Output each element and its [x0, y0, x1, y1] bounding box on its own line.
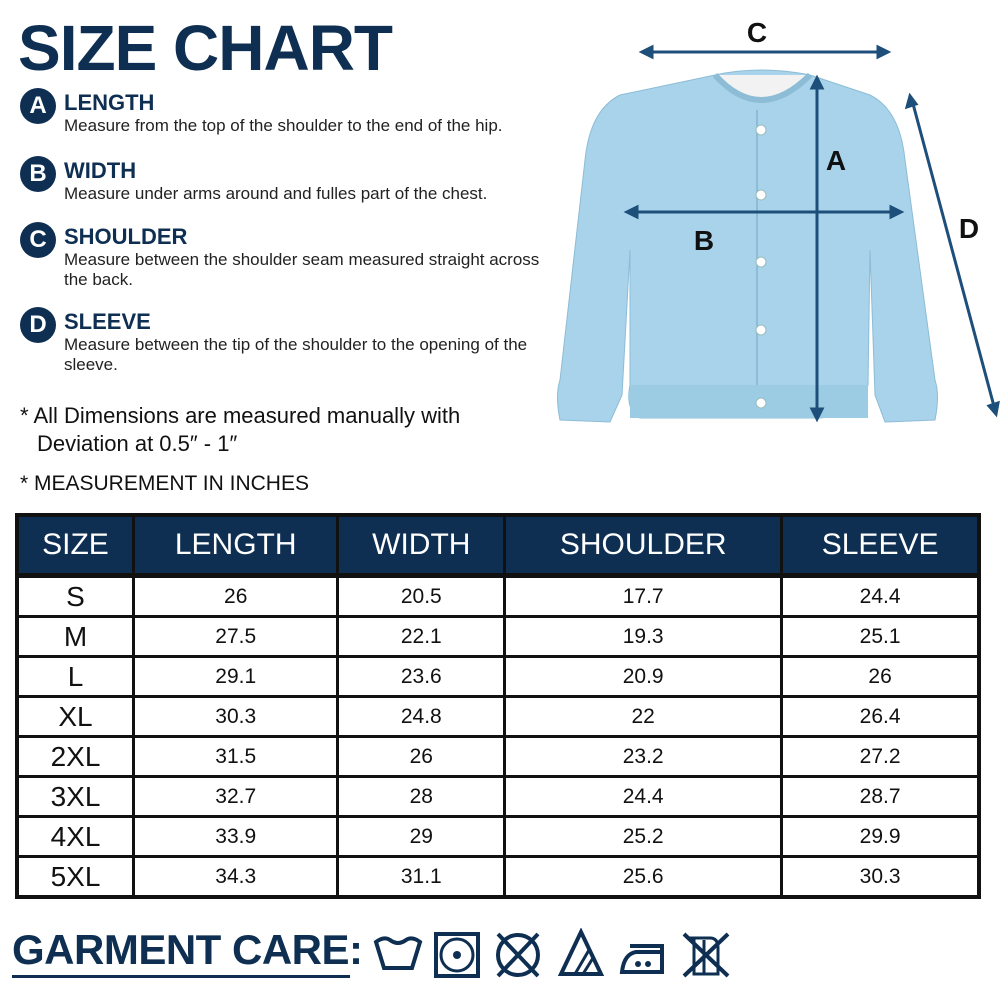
cell-size: 4XL	[15, 815, 135, 858]
measure-title: SLEEVE	[64, 309, 151, 334]
measure-sleeve: D SLEEVE Measure between the tip of the …	[20, 307, 580, 387]
deviation-note: * All Dimensions are measured manually w…	[20, 403, 461, 428]
cell-sleeve: 25.1	[780, 615, 981, 658]
cell-shoulder: 23.2	[503, 735, 784, 778]
measure-shoulder: C SHOULDER Measure between the shoulder …	[20, 222, 580, 302]
cell-width: 28	[336, 775, 507, 818]
cell-sleeve: 26	[780, 655, 981, 698]
page-title: SIZE CHART	[18, 12, 393, 84]
table-header-row: SIZE LENGTH WIDTH SHOULDER SLEEVE	[15, 513, 981, 578]
cell-size: 5XL	[15, 855, 135, 899]
table-row: 2XL 31.5 26 23.2 27.2	[15, 735, 981, 778]
cell-sleeve: 28.7	[780, 775, 981, 818]
header-shoulder: SHOULDER	[503, 513, 784, 578]
cell-sleeve: 27.2	[780, 735, 981, 778]
cell-width: 29	[336, 815, 507, 858]
cell-sleeve: 30.3	[780, 855, 981, 899]
bleach-non-chlorine-icon	[557, 928, 605, 976]
wash-basin-icon	[373, 936, 423, 970]
cell-size: 2XL	[15, 735, 135, 778]
units-note: * MEASUREMENT IN INCHES	[20, 472, 309, 495]
badge-c: C	[20, 222, 56, 258]
badge-d: D	[20, 307, 56, 343]
table-row: 3XL 32.7 28 24.4 28.7	[15, 775, 981, 818]
cell-shoulder: 25.2	[503, 815, 784, 858]
cell-sleeve: 26.4	[780, 695, 981, 738]
cell-size: L	[15, 655, 135, 698]
table-row: 5XL 34.3 31.1 25.6 30.3	[15, 855, 981, 899]
cell-length: 29.1	[131, 655, 340, 698]
table-row: S 26 20.5 17.7 24.4	[15, 574, 981, 618]
cell-width: 20.5	[336, 574, 507, 618]
sweater-diagram: C A B D	[557, 17, 1000, 423]
cell-size: 3XL	[15, 775, 135, 818]
do-not-wring-icon	[682, 932, 730, 978]
badge-b: B	[20, 156, 56, 192]
garment-care-underline	[12, 975, 350, 978]
table-row: L 29.1 23.6 20.9 26	[15, 655, 981, 698]
cell-sleeve: 24.4	[780, 574, 981, 618]
cell-shoulder: 22	[503, 695, 784, 738]
measure-title: WIDTH	[64, 158, 137, 183]
cell-size: S	[15, 574, 135, 618]
label-d: D	[959, 213, 979, 244]
table-row: M 27.5 22.1 19.3 25.1	[15, 615, 981, 658]
garment-care-label: GARMENT CARE:	[12, 926, 363, 973]
cell-length: 26	[131, 574, 340, 618]
cell-sleeve: 29.9	[780, 815, 981, 858]
cell-length: 27.5	[131, 615, 340, 658]
cell-length: 33.9	[131, 815, 340, 858]
header-sleeve: SLEEVE	[780, 513, 981, 578]
measure-desc: Measure under arms around and fulles par…	[64, 184, 488, 203]
cell-length: 32.7	[131, 775, 340, 818]
cell-shoulder: 17.7	[503, 574, 784, 618]
badge-a: A	[20, 88, 56, 124]
cell-length: 34.3	[131, 855, 340, 899]
sweater-illustration	[557, 69, 938, 423]
table-row: XL 30.3 24.8 22 26.4	[15, 695, 981, 738]
table-row: 4XL 33.9 29 25.2 29.9	[15, 815, 981, 858]
iron-medium-icon	[619, 944, 664, 974]
cell-width: 22.1	[336, 615, 507, 658]
cell-length: 30.3	[131, 695, 340, 738]
size-table: SIZE LENGTH WIDTH SHOULDER SLEEVE S 26 20.…	[15, 513, 981, 899]
cell-shoulder: 24.4	[503, 775, 784, 818]
cell-width: 23.6	[336, 655, 507, 698]
cell-width: 26	[336, 735, 507, 778]
label-b: B	[694, 225, 714, 256]
header-length: LENGTH	[131, 513, 340, 578]
label-a: A	[826, 145, 846, 176]
cell-size: M	[15, 615, 135, 658]
cell-shoulder: 25.6	[503, 855, 784, 899]
cell-shoulder: 20.9	[503, 655, 784, 698]
measure-title: SHOULDER	[64, 224, 188, 249]
cell-shoulder: 19.3	[503, 615, 784, 658]
deviation-note-2: Deviation at 0.5″ - 1″	[37, 431, 238, 456]
arrow-d	[910, 99, 997, 411]
cell-size: XL	[15, 695, 135, 738]
measure-width: B WIDTH Measure under arms around and fu…	[20, 156, 580, 216]
cell-length: 31.5	[131, 735, 340, 778]
tumble-dry-low-icon	[434, 932, 480, 978]
cell-width: 24.8	[336, 695, 507, 738]
cell-width: 31.1	[336, 855, 507, 899]
measure-desc: Measure between the tip of the shoulder …	[64, 335, 528, 374]
label-c: C	[747, 17, 767, 48]
measure-desc: Measure from the top of the shoulder to …	[64, 116, 503, 135]
do-not-dry-clean-icon	[496, 932, 540, 978]
header-size: SIZE	[15, 513, 135, 578]
measure-length: A LENGTH Measure from the top of the sho…	[20, 88, 580, 148]
header-width: WIDTH	[336, 513, 507, 578]
measure-desc: Measure between the shoulder seam measur…	[64, 250, 540, 289]
measure-title: LENGTH	[64, 90, 155, 115]
